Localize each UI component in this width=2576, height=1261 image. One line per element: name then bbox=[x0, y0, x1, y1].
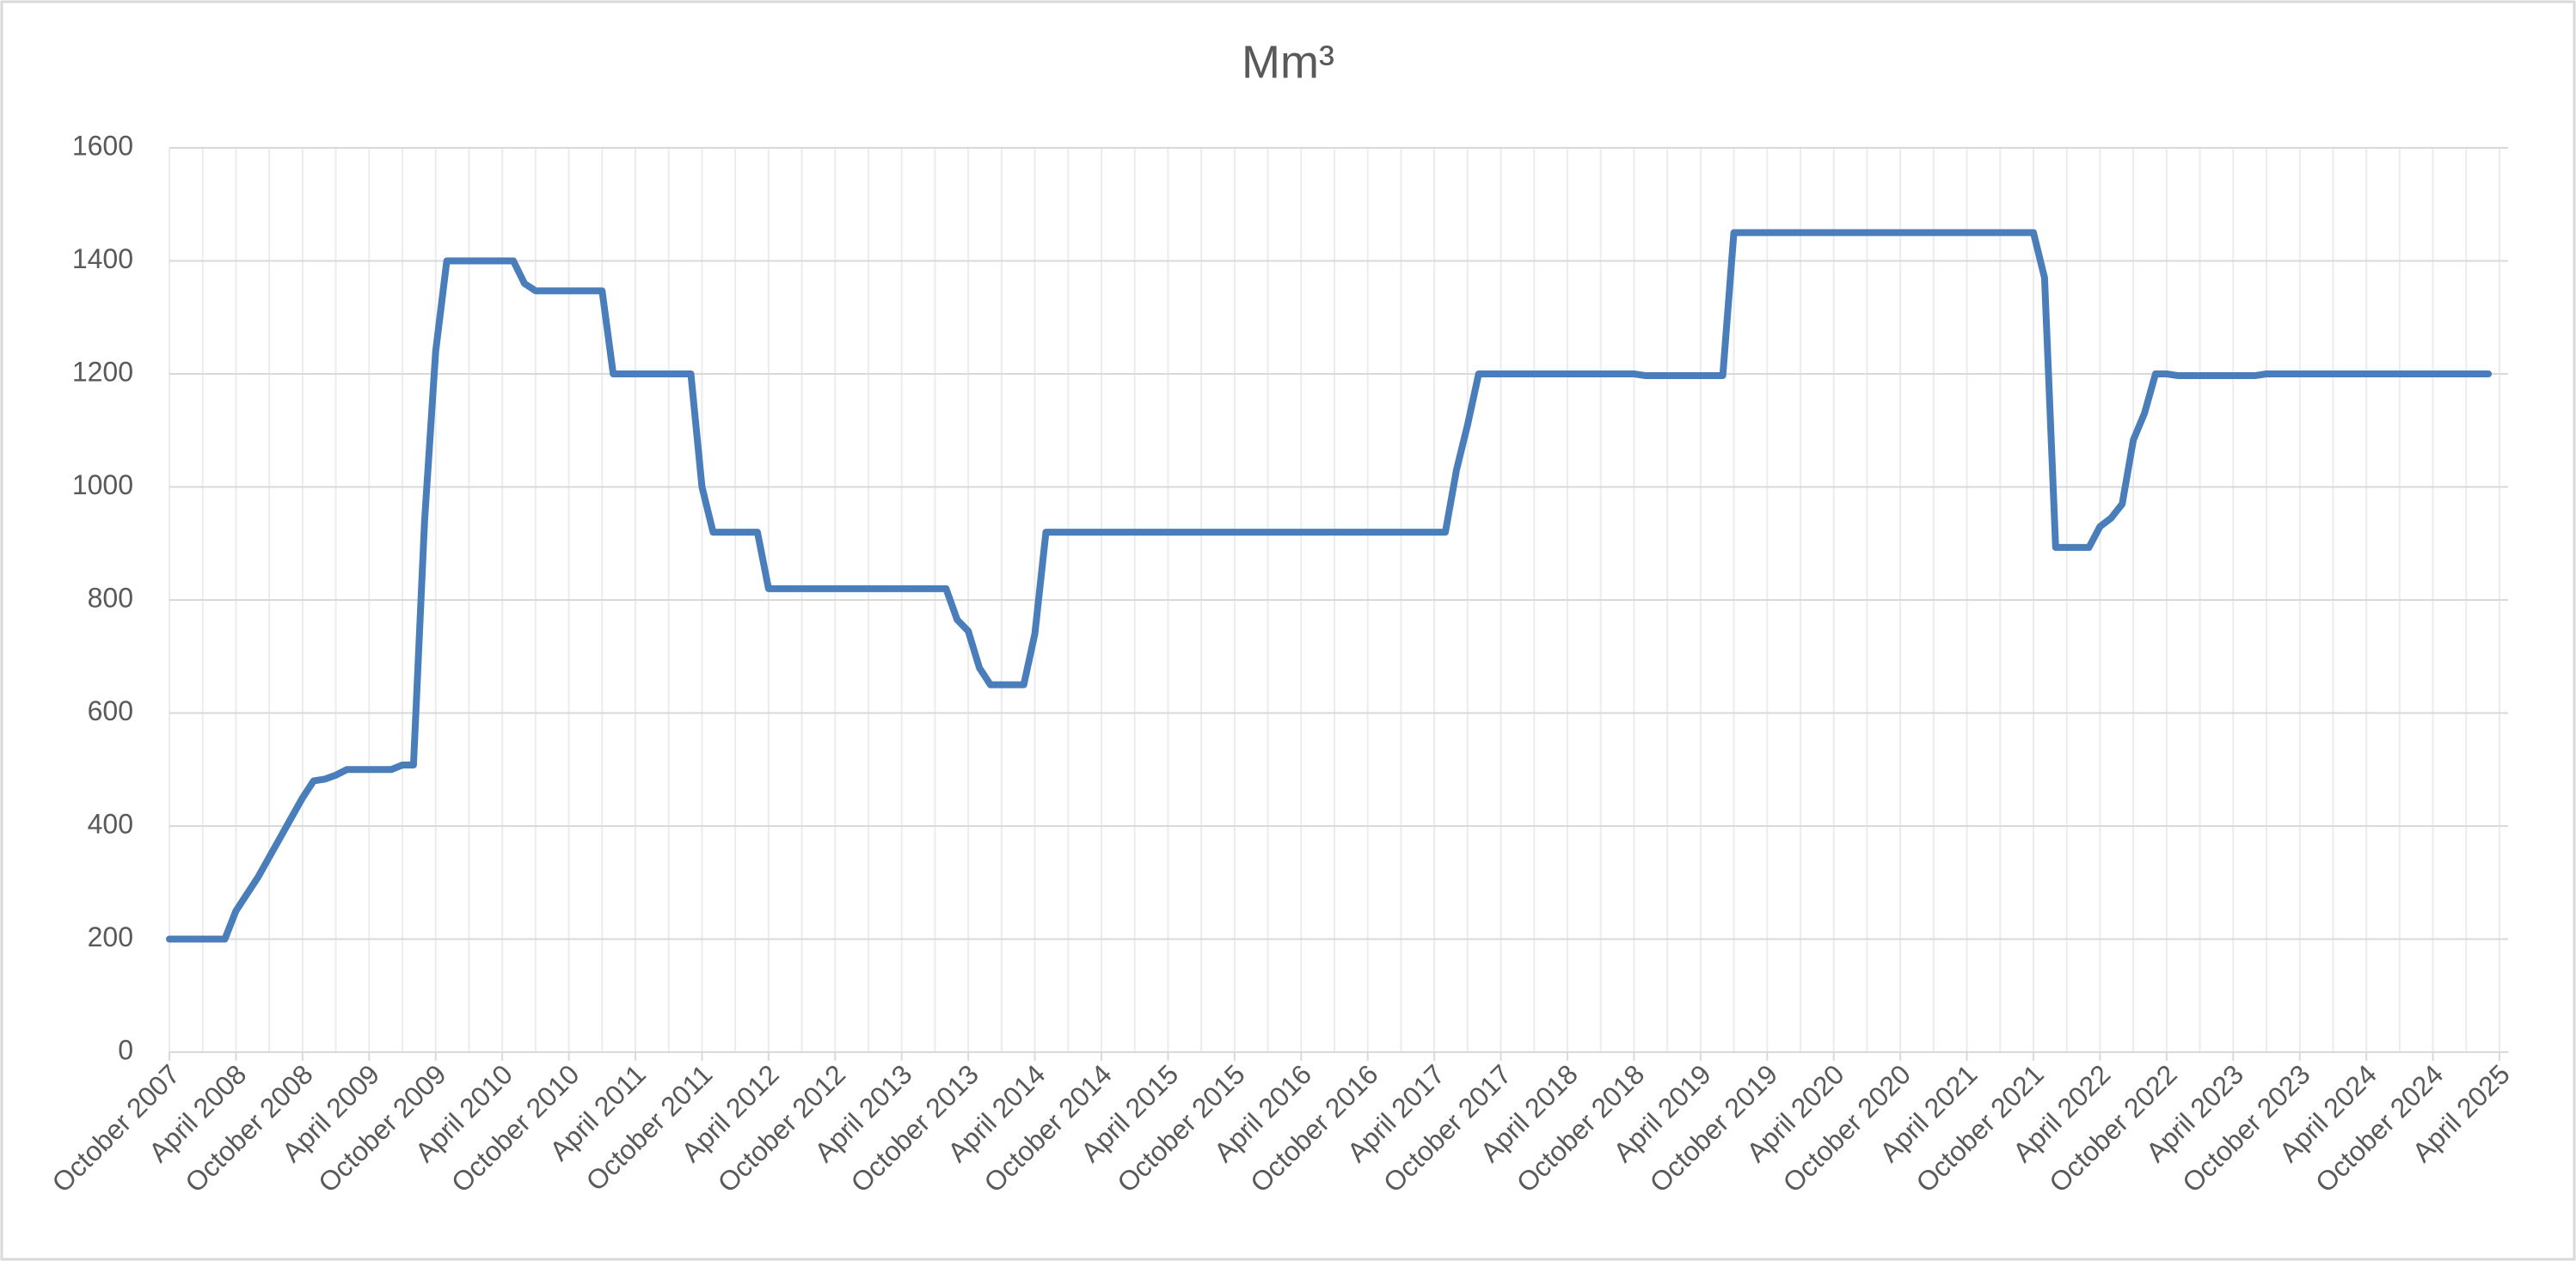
y-tick-label: 1200 bbox=[72, 356, 133, 387]
y-tick-label: 0 bbox=[118, 1034, 133, 1065]
y-tick-label: 1000 bbox=[72, 469, 133, 500]
y-tick-label: 200 bbox=[88, 921, 133, 952]
y-tick-label: 1400 bbox=[72, 243, 133, 274]
y-tick-label: 1600 bbox=[72, 130, 133, 161]
data-line bbox=[166, 229, 2493, 943]
y-tick-label: 400 bbox=[88, 808, 133, 839]
y-tick-label: 600 bbox=[88, 695, 133, 726]
chart-title: Mm³ bbox=[1242, 36, 1334, 88]
y-tick-label: 800 bbox=[88, 582, 133, 613]
